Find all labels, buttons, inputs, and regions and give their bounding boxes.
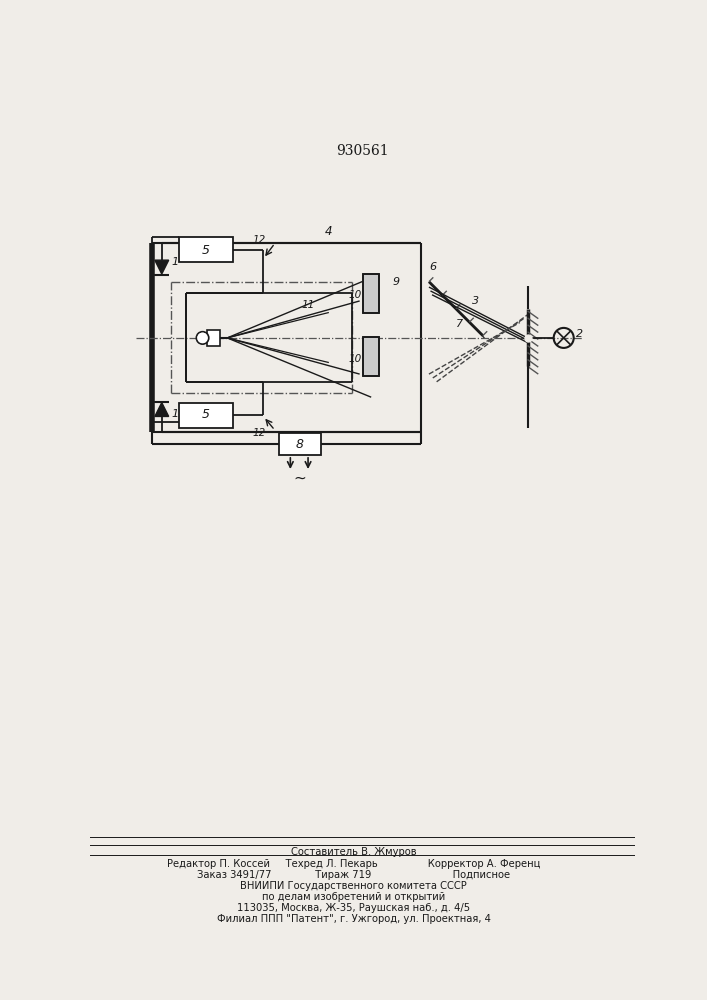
Text: 12: 12 (253, 428, 266, 438)
Circle shape (198, 333, 207, 343)
Bar (363, 337, 379, 376)
Text: 8: 8 (296, 438, 303, 451)
Text: 5: 5 (201, 408, 210, 421)
Bar (279, 433, 321, 455)
Bar (207, 330, 219, 346)
Text: 6: 6 (429, 262, 436, 272)
Text: ~: ~ (293, 471, 306, 486)
Text: 113035, Москва, Ж-35, Раушская наб., д. 4/5: 113035, Москва, Ж-35, Раушская наб., д. … (237, 903, 470, 913)
Text: 5: 5 (201, 244, 210, 257)
Text: Филиал ППП "Патент", г. Ужгород, ул. Проектная, 4: Филиал ППП "Патент", г. Ужгород, ул. Про… (216, 914, 491, 924)
Text: 9: 9 (393, 277, 400, 287)
Text: ВНИИПИ Государственного комитета СССР: ВНИИПИ Государственного комитета СССР (240, 881, 467, 891)
Text: Заказ 3491/77              Тираж 719                          Подписное: Заказ 3491/77 Тираж 719 Подписное (197, 870, 510, 880)
Bar (179, 237, 233, 262)
Text: 4: 4 (325, 225, 332, 238)
Bar (363, 337, 379, 376)
Bar (363, 274, 379, 312)
Text: 12: 12 (253, 235, 266, 245)
Text: 3: 3 (472, 296, 479, 306)
Text: 10: 10 (349, 354, 362, 364)
Text: 1: 1 (172, 257, 179, 267)
Text: 930561: 930561 (336, 144, 388, 158)
Text: 2: 2 (576, 329, 583, 339)
Text: по делам изобретений и открытий: по делам изобретений и открытий (262, 892, 445, 902)
Text: 10: 10 (349, 290, 362, 300)
Polygon shape (155, 403, 169, 416)
Text: 7: 7 (456, 319, 463, 329)
Polygon shape (155, 260, 169, 274)
Bar (179, 403, 233, 428)
Text: Редактор П. Коссей     Техред Л. Пекарь                Корректор А. Ференц: Редактор П. Коссей Техред Л. Пекарь Корр… (167, 859, 540, 869)
Bar (363, 274, 379, 312)
Text: Составитель В. Жмуров: Составитель В. Жмуров (291, 847, 416, 857)
Text: 11: 11 (302, 300, 315, 310)
Text: 1: 1 (172, 409, 179, 419)
